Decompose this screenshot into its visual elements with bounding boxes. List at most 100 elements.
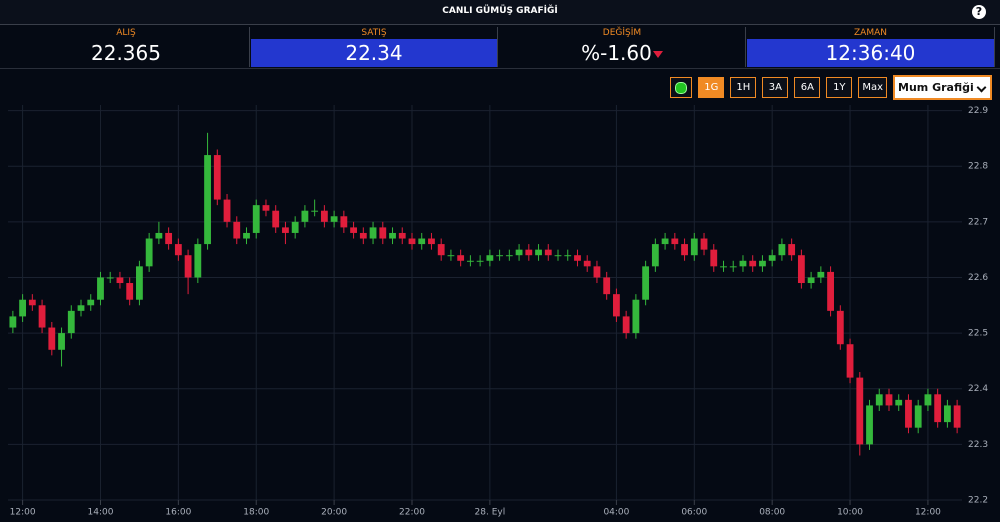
candle-body [262, 205, 270, 211]
quote-value: 22.34 [251, 39, 497, 67]
candle-body [943, 405, 951, 423]
candle-body [272, 210, 280, 228]
candle-body [953, 405, 961, 428]
candle-body [905, 399, 912, 428]
candle-body [515, 249, 523, 256]
y-tick-label: 22.5 [968, 329, 988, 339]
x-tick-label: 16:00 [165, 508, 191, 518]
candle-body [301, 210, 309, 222]
candle-body [457, 255, 465, 261]
quote-box: DEĞİŞİM %-1.60 [499, 27, 746, 67]
range-button[interactable]: Max [858, 77, 887, 98]
quote-value: %-1.60 [581, 41, 652, 65]
x-tick-label: 12:00 [10, 508, 36, 518]
candle-body [554, 255, 562, 257]
y-tick-label: 22.2 [968, 496, 988, 506]
candle-body [710, 249, 718, 267]
candle-body [223, 199, 231, 222]
x-tick-label: 12:00 [915, 508, 941, 518]
candle-body [836, 310, 844, 345]
candle-body [885, 394, 893, 406]
candle-body [856, 377, 864, 445]
x-tick-label: 20:00 [321, 508, 347, 518]
candle-body [613, 294, 620, 317]
quote-label: ALIŞ [116, 28, 136, 38]
y-tick-label: 22.8 [968, 162, 988, 172]
candle-body [788, 244, 796, 256]
candle-body [389, 232, 396, 239]
candle-body [768, 255, 776, 261]
range-button[interactable]: 1H [730, 77, 757, 98]
candle-body [720, 266, 727, 268]
candle-body [739, 260, 747, 267]
candle-body [690, 238, 698, 256]
candle-body [252, 205, 260, 233]
quote-value-row: %-1.60 [499, 39, 745, 67]
candle-body [204, 155, 211, 245]
candle-body [97, 277, 104, 300]
x-tick-label: 18:00 [243, 508, 269, 518]
candle-body [194, 244, 202, 278]
y-tick-label: 22.9 [968, 106, 988, 116]
candle-body [418, 238, 426, 245]
x-tick-label: 22:00 [399, 508, 425, 518]
candle-body [934, 394, 942, 423]
candle-body [155, 232, 163, 239]
quote-box: SATIŞ 22.34 [251, 27, 498, 67]
quote-label: SATIŞ [361, 28, 387, 38]
candle-body [116, 277, 124, 284]
range-button[interactable]: 1G [698, 77, 725, 98]
live-toggle[interactable] [670, 77, 693, 98]
range-button[interactable]: 1Y [826, 77, 853, 98]
candle-body [466, 260, 474, 262]
candle-body [924, 394, 932, 406]
candle-body [642, 266, 650, 300]
candle-body [681, 244, 688, 256]
candle-body [369, 227, 377, 239]
quote-box: ALIŞ 22.365 [3, 27, 250, 67]
candle-body [67, 310, 75, 334]
candle-body [778, 244, 786, 256]
candle-body [535, 249, 542, 256]
candle-body [184, 255, 192, 278]
separator [0, 68, 1000, 69]
candle-body [28, 299, 36, 306]
x-tick-label: 10:00 [837, 508, 863, 518]
candle-body [827, 271, 834, 311]
candle-body [729, 266, 737, 268]
x-tick-label: 06:00 [681, 508, 707, 518]
candle-body [661, 238, 669, 245]
y-tick-label: 22.6 [968, 273, 988, 283]
x-tick-label: 04:00 [603, 508, 629, 518]
candle-body [622, 316, 630, 334]
candle-body [486, 255, 494, 261]
range-button[interactable]: 3A [762, 77, 789, 98]
candle-body [875, 394, 883, 406]
candle-body [564, 255, 572, 257]
candle-body [58, 333, 65, 350]
candle-body [797, 255, 805, 284]
x-tick-label: 14:00 [88, 508, 114, 518]
help-button[interactable]: ? [972, 5, 986, 19]
candle-body [408, 238, 416, 245]
header-title: CANLI GÜMÜŞ GRAFİĞİ [442, 6, 558, 16]
candle-body [476, 260, 484, 262]
y-tick-label: 22.4 [968, 384, 988, 394]
live-dot [675, 81, 688, 94]
range-button[interactable]: 6A [794, 77, 821, 98]
candle-body [505, 255, 513, 257]
candle-body [87, 299, 95, 306]
candle-body [574, 255, 581, 261]
header: CANLI GÜMÜŞ GRAFİĞİ ? [0, 0, 1000, 25]
candle-body [340, 216, 348, 228]
chart-type-select[interactable]: Mum Grafiği [893, 75, 992, 100]
quote-box: ZAMAN 12:36:40 [747, 27, 995, 67]
candle-body [145, 238, 153, 267]
x-tick-label: 28. Eyl [475, 508, 506, 518]
candle-body [749, 260, 757, 267]
candle-body [525, 249, 533, 256]
quote-label: ZAMAN [854, 28, 887, 38]
x-tick-label: 08:00 [759, 508, 785, 518]
candle-body [437, 244, 445, 256]
